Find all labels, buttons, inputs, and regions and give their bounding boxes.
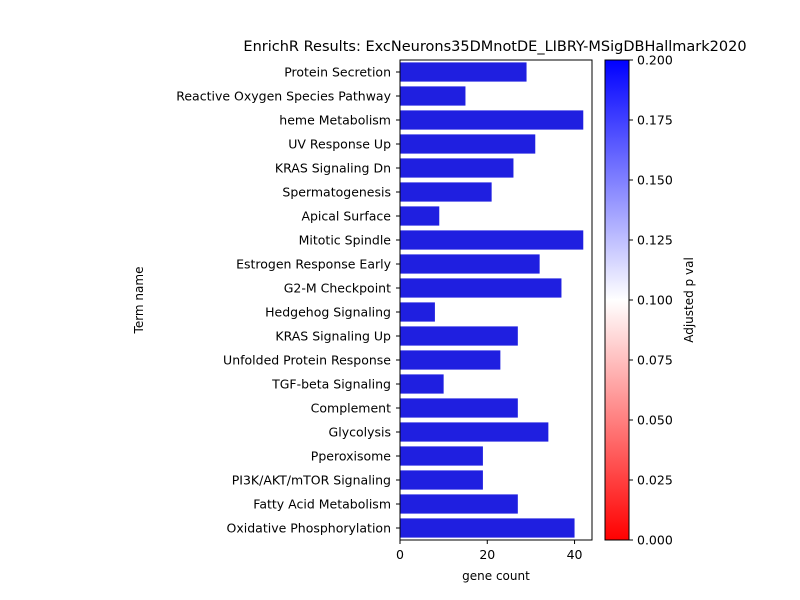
- y-tick-label: Complement: [311, 401, 391, 416]
- bar: [400, 86, 466, 106]
- bar: [400, 62, 527, 82]
- bar: [400, 422, 549, 442]
- y-tick-label: Oxidative Phosphorylation: [227, 521, 391, 536]
- y-tick-label: Hedgehog Signaling: [265, 305, 391, 320]
- chart-title: EnrichR Results: ExcNeurons35DMnotDE_LIB…: [243, 39, 746, 55]
- bar: [400, 470, 483, 490]
- y-tick-label: Apical Surface: [301, 209, 391, 224]
- x-tick-label: 0: [396, 547, 404, 562]
- y-tick-label: KRAS Signaling Up: [275, 329, 391, 344]
- x-tick-label: 40: [567, 547, 583, 562]
- colorbar-tick-label: 0.000: [637, 533, 673, 548]
- bar: [400, 182, 492, 202]
- x-tick-label: 20: [479, 547, 495, 562]
- bar: [400, 230, 584, 250]
- x-axis-label: gene count: [462, 569, 530, 583]
- colorbar-label: Adjusted p val: [682, 257, 696, 343]
- y-tick-label: Fatty Acid Metabolism: [253, 497, 391, 512]
- colorbar-tick-label: 0.025: [637, 473, 673, 488]
- colorbar-tick-label: 0.125: [637, 233, 673, 248]
- bar: [400, 134, 536, 154]
- bar: [400, 518, 575, 538]
- bar: [400, 446, 483, 466]
- bar: [400, 302, 435, 322]
- x-tick-labels: 0 20 40: [396, 540, 583, 562]
- bar: [400, 374, 444, 394]
- colorbar-tick-label: 0.175: [637, 113, 673, 128]
- colorbar: [604, 59, 630, 541]
- bar: [400, 326, 518, 346]
- y-tick-labels: Protein Secretion Reactive Oxygen Species…: [176, 65, 400, 536]
- plot-frame: [399, 59, 593, 541]
- y-tick-label: UV Response Up: [288, 137, 391, 152]
- y-tick-label: Unfolded Protein Response: [223, 353, 391, 368]
- colorbar-tick-label: 0.075: [637, 353, 673, 368]
- y-tick-label: Pperoxisome: [311, 449, 391, 464]
- colorbar-tick-label: 0.200: [637, 53, 673, 68]
- bars-layer: [400, 62, 584, 538]
- y-tick-label: Estrogen Response Early: [236, 257, 392, 272]
- y-tick-label: G2-M Checkpoint: [284, 281, 391, 296]
- y-tick-label: heme Metabolism: [279, 113, 391, 128]
- y-tick-label: TGF-beta Signaling: [271, 377, 391, 392]
- y-tick-label: Glycolysis: [329, 425, 391, 440]
- y-tick-label: Mitotic Spindle: [299, 233, 392, 248]
- y-tick-label: KRAS Signaling Dn: [275, 161, 391, 176]
- bar: [400, 206, 440, 226]
- y-tick-label: Reactive Oxygen Species Pathway: [176, 89, 391, 104]
- bar: [400, 110, 584, 130]
- y-tick-label: PI3K/AKT/mTOR Signaling: [232, 473, 391, 488]
- bar: [400, 278, 562, 298]
- colorbar-tick-labels: 0.000 0.025 0.050 0.075 0.100 0.125 0.150 0.175…: [629, 53, 673, 548]
- colorbar-tick-label: 0.150: [637, 173, 673, 188]
- y-tick-label: Protein Secretion: [284, 65, 391, 80]
- bar: [400, 350, 501, 370]
- bar: [400, 494, 518, 514]
- colorbar-tick-label: 0.050: [637, 413, 673, 428]
- y-axis-label: Term name: [132, 267, 146, 335]
- bar: [400, 398, 518, 418]
- bar: [400, 158, 514, 178]
- bar: [400, 254, 540, 274]
- y-tick-label: Spermatogenesis: [282, 185, 391, 200]
- colorbar-tick-label: 0.100: [637, 293, 673, 308]
